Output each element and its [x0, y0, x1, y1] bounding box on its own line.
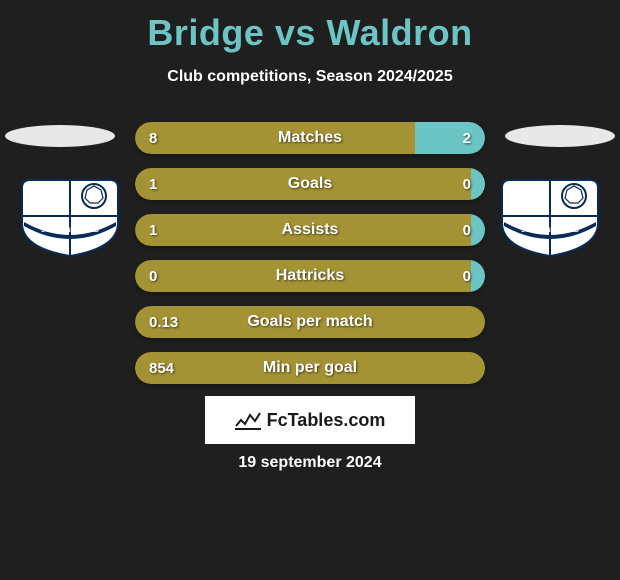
fctables-badge[interactable]: FcTables.com	[205, 396, 415, 444]
svg-text:SOUTHEND UNITED: SOUTHEND UNITED	[521, 228, 579, 234]
stat-label: Hattricks	[135, 260, 485, 292]
page-title: Bridge vs Waldron	[0, 0, 620, 54]
stat-row: Goals1 0	[135, 168, 485, 200]
stat-label: Min per goal	[135, 352, 485, 384]
stat-value-right: 0	[463, 168, 471, 200]
team-crest-right: SOUTHEND UNITED	[500, 178, 600, 258]
stat-row: Min per goal854	[135, 352, 485, 384]
stat-value-right: 2	[463, 122, 471, 154]
stat-value-left: 8	[149, 122, 157, 154]
stat-value-right: 0	[463, 214, 471, 246]
spark-icon	[235, 410, 261, 430]
stat-row: Assists1 0	[135, 214, 485, 246]
stat-value-right: 0	[463, 260, 471, 292]
player-ellipse-right	[505, 125, 615, 147]
stat-label: Assists	[135, 214, 485, 246]
stat-label: Matches	[135, 122, 485, 154]
stat-label: Goals per match	[135, 306, 485, 338]
stat-value-left: 0.13	[149, 306, 178, 338]
team-crest-left: SOUTHEND UNITED	[20, 178, 120, 258]
fctables-label: FcTables.com	[267, 410, 386, 431]
player-ellipse-left	[5, 125, 115, 147]
stat-value-left: 854	[149, 352, 174, 384]
stat-value-left: 1	[149, 214, 157, 246]
svg-text:SOUTHEND UNITED: SOUTHEND UNITED	[41, 228, 99, 234]
stats-container: Matches82Goals10Assists10Hattricks00Goal…	[135, 122, 485, 384]
stat-label: Goals	[135, 168, 485, 200]
subtitle: Club competitions, Season 2024/2025	[0, 68, 620, 86]
stat-value-left: 0	[149, 260, 157, 292]
stat-row: Hattricks0 0	[135, 260, 485, 292]
stat-row: Goals per match0.13	[135, 306, 485, 338]
date-label: 19 september 2024	[0, 454, 620, 472]
stat-row: Matches8 2	[135, 122, 485, 154]
stat-value-left: 1	[149, 168, 157, 200]
